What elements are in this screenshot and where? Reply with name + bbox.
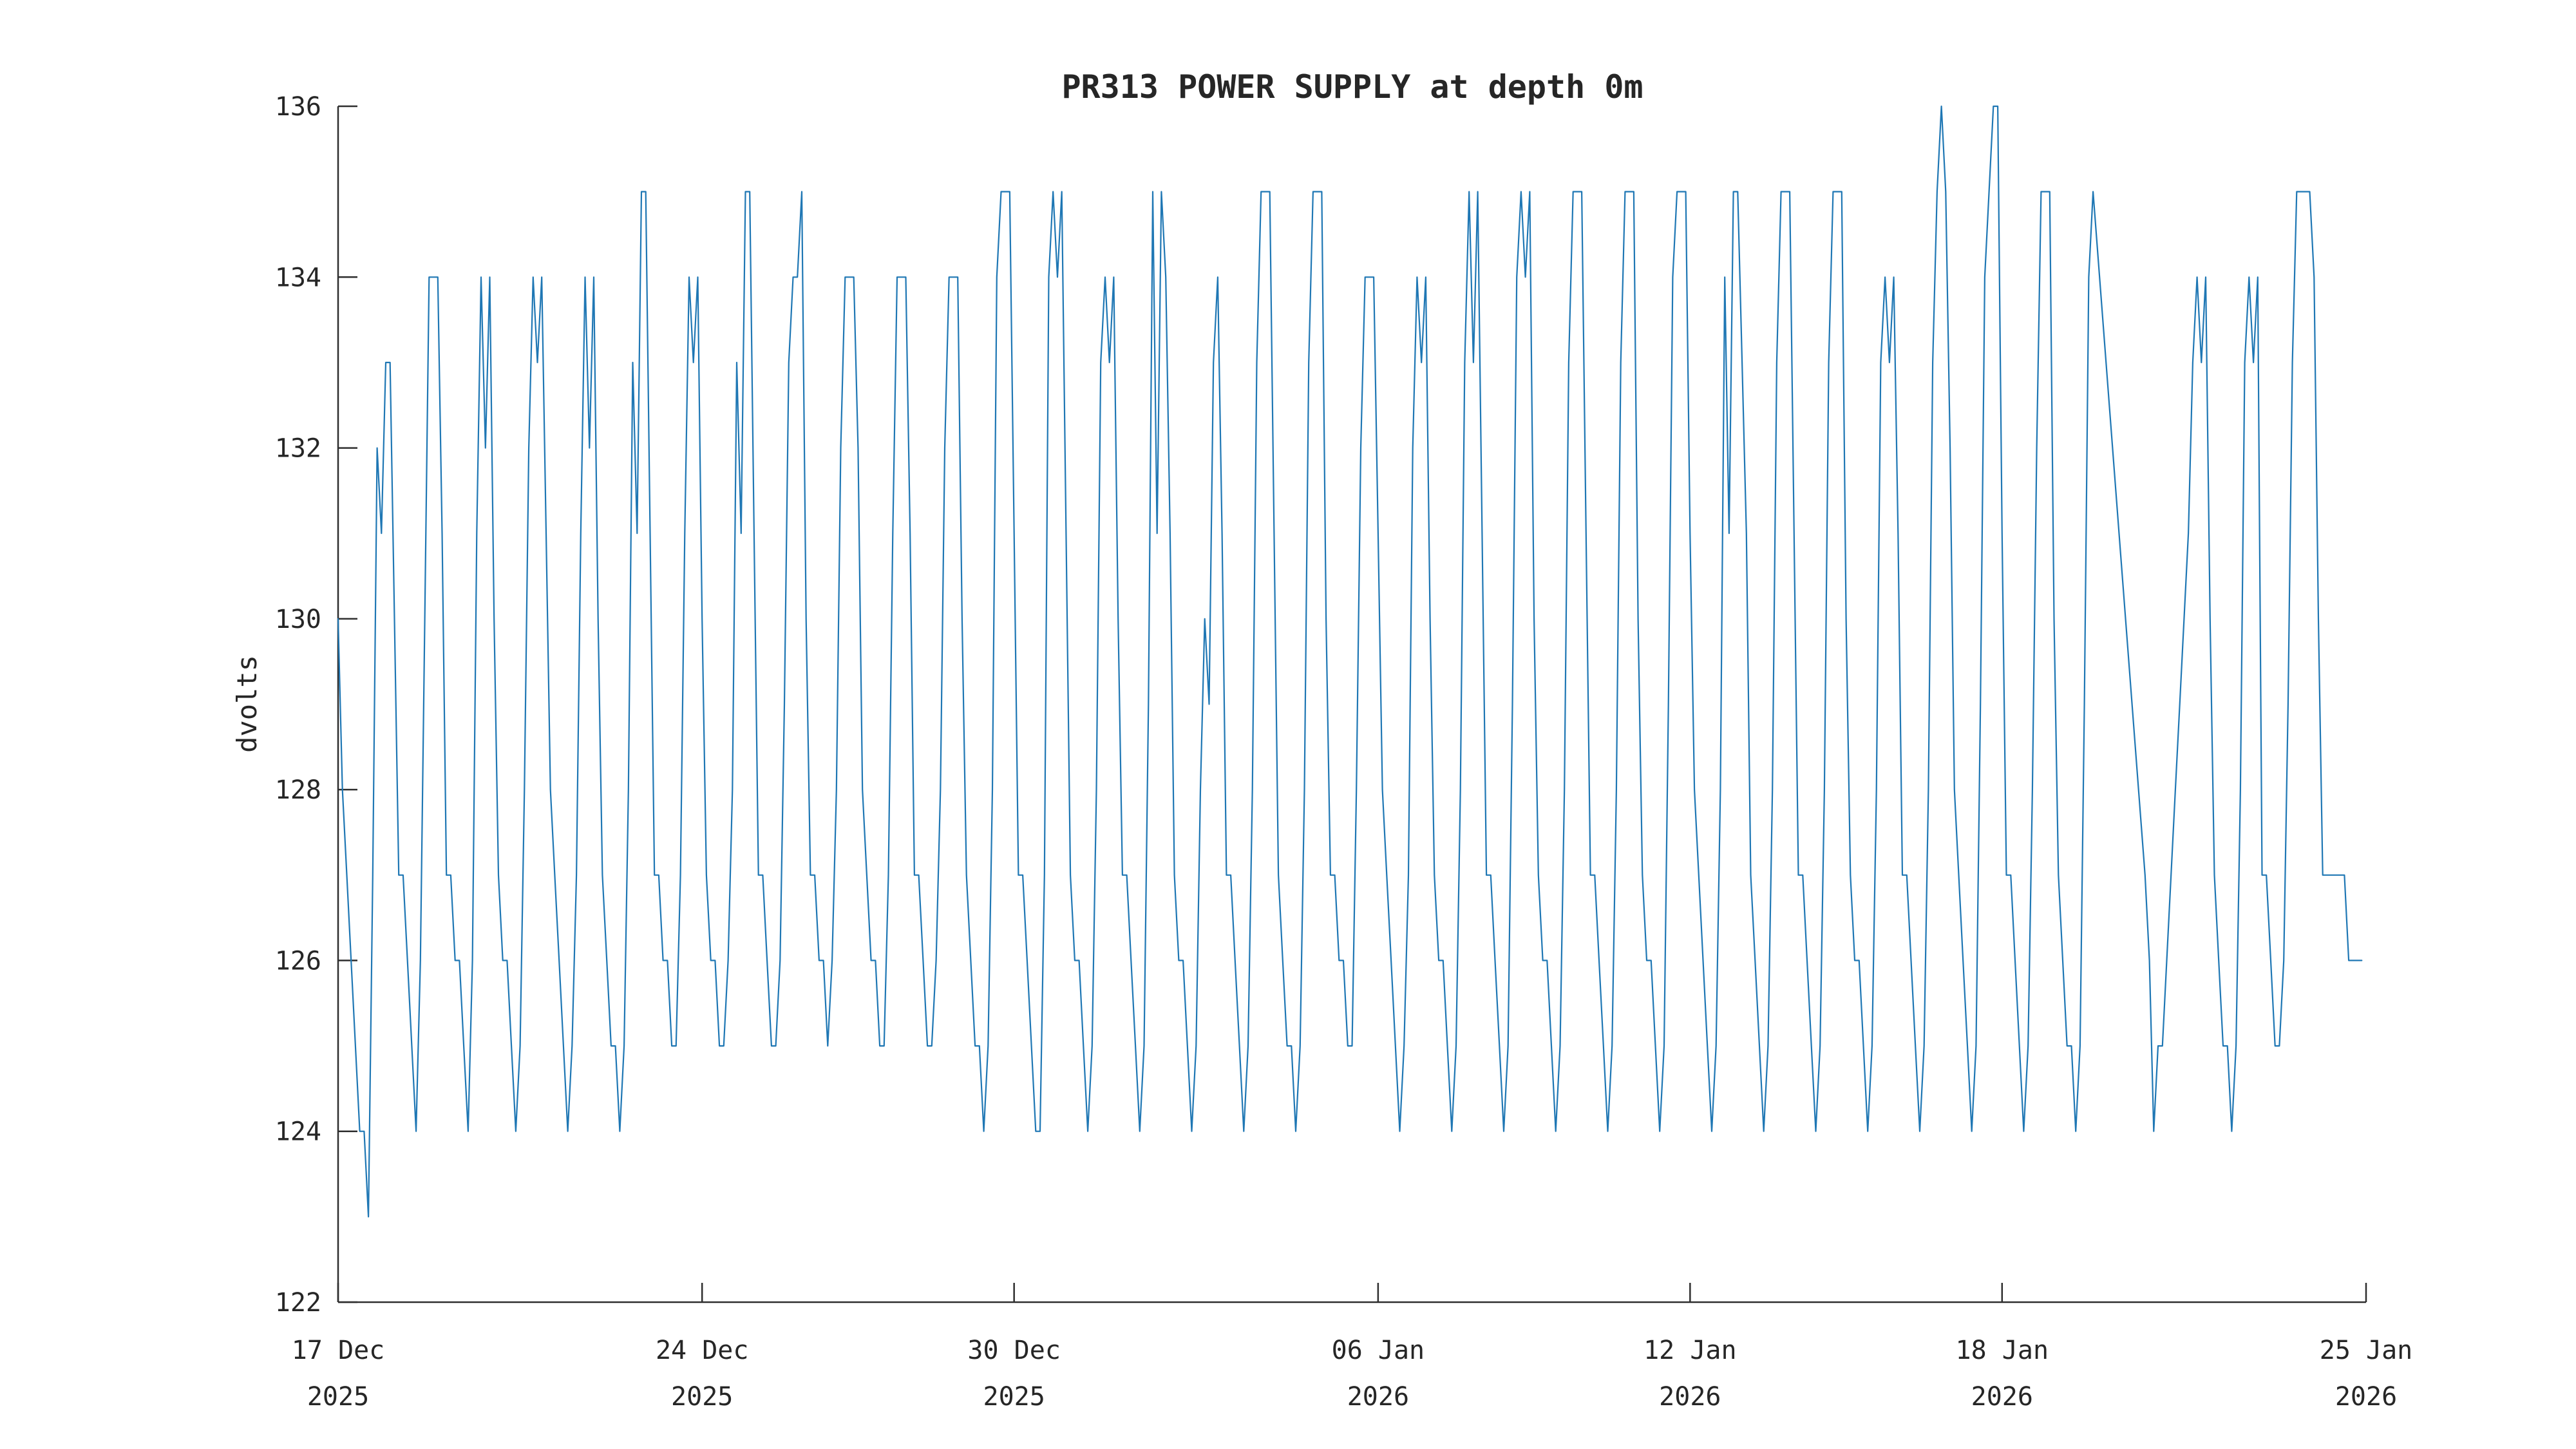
x-tick-label-year: 2026 <box>1347 1382 1409 1412</box>
x-tick-label-date: 30 Dec <box>967 1336 1061 1365</box>
y-tick-label: 136 <box>275 92 321 122</box>
y-tick-label: 122 <box>275 1288 321 1318</box>
x-tick-label-date: 18 Jan <box>1956 1336 2049 1365</box>
y-tick-label: 130 <box>275 605 321 634</box>
x-tick-label-date: 25 Jan <box>2320 1336 2413 1365</box>
x-tick-label-date: 12 Jan <box>1643 1336 1737 1365</box>
y-tick-label: 126 <box>275 946 321 976</box>
x-tick-label-year: 2025 <box>307 1382 369 1412</box>
tick-labels: 122 124 126 128 130 132 134 136 17 Dec 2025 24 Dec… <box>275 92 2413 1412</box>
y-tick-label: 134 <box>275 263 321 292</box>
x-tick-label-year: 2026 <box>1659 1382 1721 1412</box>
x-tick-label-date: 24 Dec <box>656 1336 749 1365</box>
x-tick-label-date: 17 Dec <box>292 1336 385 1365</box>
x-tick-label-date: 06 Jan <box>1332 1336 1425 1365</box>
series <box>337 105 2363 1218</box>
x-tick-label-year: 2025 <box>671 1382 733 1412</box>
axes <box>337 105 2367 1303</box>
y-tick-label: 132 <box>275 434 321 464</box>
y-tick-label: 128 <box>275 775 321 805</box>
x-tick-label-year: 2026 <box>2335 1382 2397 1412</box>
series-line <box>337 105 2363 1218</box>
y-tick-label: 124 <box>275 1117 321 1147</box>
x-tick-label-year: 2025 <box>983 1382 1045 1412</box>
y-axis-label: dvolts <box>231 655 263 753</box>
chart-title: PR313 POWER SUPPLY at depth 0m <box>1061 68 1643 106</box>
x-tick-label-year: 2026 <box>1971 1382 2033 1412</box>
